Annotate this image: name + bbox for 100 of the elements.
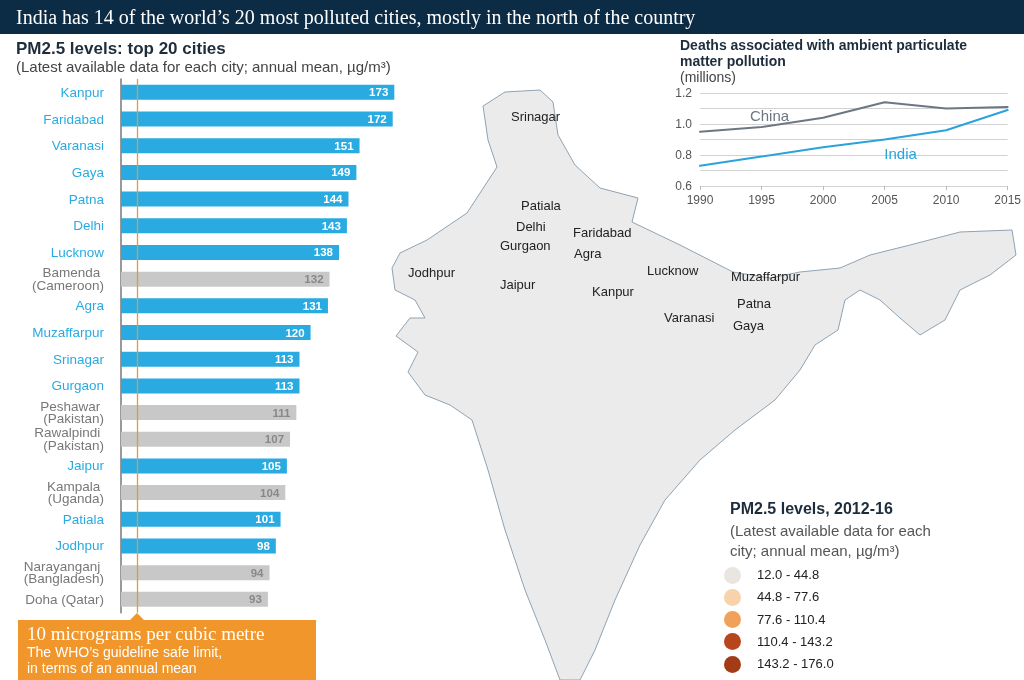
text: Gaya [733, 318, 765, 334]
text: Kanpur [592, 284, 634, 300]
text: PM2.5 levels, 2012-16 [730, 500, 893, 518]
y-tick-label: 1.0 [675, 117, 693, 131]
bar [121, 378, 300, 394]
bar [121, 271, 330, 287]
y-tick-label: Kampala (Uganda) [46, 478, 104, 507]
data-label: 144 [323, 193, 344, 206]
bar [121, 458, 287, 474]
category-label: 77.6 - 110.4 [757, 611, 826, 628]
text: Gurgaon [500, 238, 551, 254]
bar [121, 84, 395, 100]
text: Delhi [516, 219, 546, 235]
bar [121, 325, 311, 341]
data-label: 149 [331, 166, 351, 179]
chart-subtitle: (millions) [680, 69, 736, 85]
bar [121, 431, 291, 447]
category-label: 44.8 - 77.6 [757, 589, 820, 606]
category-label: 12.0 - 44.8 [757, 567, 820, 583]
data-label: 105 [261, 459, 282, 472]
y-tick-label: Narayanganj (Bangladesh) [23, 558, 104, 587]
data-label: 113 [274, 379, 294, 392]
y-tick-label: Patiala [62, 511, 105, 527]
bar [121, 351, 300, 367]
series-label: China [749, 107, 790, 125]
data-label: 173 [369, 86, 389, 99]
x-tick-label: 2005 [871, 193, 899, 207]
data-label: 113 [274, 353, 294, 366]
data-label: 94 [250, 566, 265, 579]
y-tick-label: Muzaffarpur [32, 325, 105, 341]
text: (Latest available data for each city; annual mean, µg/m³) [730, 521, 932, 561]
text: Jaipur [500, 277, 536, 293]
y-tick-label: 0.6 [675, 179, 693, 193]
category-label: 143.2 - 176.0 [757, 656, 834, 673]
bar [121, 191, 349, 207]
x-tick-label: 1990 [686, 193, 714, 207]
bar [121, 511, 281, 527]
text: Muzaffarpur [731, 269, 801, 285]
y-tick-label: Doha (Qatar) [25, 591, 104, 607]
y-tick-label: Peshawar (Pakistan) [40, 398, 104, 427]
data-label: 93 [249, 593, 262, 606]
data-label: 151 [334, 139, 355, 152]
y-tick-label: Agra [75, 298, 105, 314]
bar [121, 111, 393, 127]
text: Patna [737, 296, 771, 312]
x-tick-label: 2000 [809, 193, 837, 207]
x-tick-label: 2015 [994, 193, 1022, 207]
line-series [699, 109, 1009, 167]
x-tick-label: 1995 [748, 193, 776, 207]
text: Patiala [521, 198, 561, 214]
x-tick-label: 2010 [932, 193, 960, 207]
data-label: 107 [264, 433, 285, 446]
bar [121, 485, 286, 501]
chart-subtitle: (Latest available data for each city; annual mean, µg/m³) [16, 58, 391, 75]
chart-title: Deaths associated with ambient particulate matter pollution [680, 37, 969, 69]
text: Agra [574, 246, 602, 262]
y-tick-label: Faridabad [43, 111, 104, 127]
y-tick-label: Gurgaon [51, 378, 104, 394]
data-label: 138 [313, 246, 334, 259]
y-tick-label: Kanpur [60, 84, 105, 100]
y-tick-label: Lucknow [50, 244, 105, 260]
chart-title: PM2.5 levels: top 20 cities [16, 39, 226, 59]
text: Srinagar [511, 109, 561, 125]
y-tick-label: Varanasi [51, 138, 104, 154]
data-label: 104 [260, 486, 280, 499]
line-series [699, 101, 1009, 133]
text: India has 14 of the world’s 20 most polluted cities, mostly in the north of the country [16, 5, 696, 31]
callout-box: 10 micrograms per cubic metre The WHO’s guideline safe limit, in terms of an annual mean [18, 620, 316, 680]
bar [121, 565, 270, 581]
text: Faridabad [573, 225, 632, 241]
series-label: India [884, 144, 918, 162]
y-tick-label: 0.8 [675, 148, 693, 162]
bar [121, 591, 268, 607]
y-tick-label: 1.2 [675, 86, 693, 100]
bar [121, 138, 360, 154]
y-tick-label: Bamenda (Cameroon) [31, 265, 104, 293]
data-label: 120 [285, 326, 305, 339]
y-tick-label: Jodhpur [55, 538, 105, 554]
bar [121, 244, 340, 260]
y-tick-label: Srinagar [52, 351, 105, 367]
y-tick-label: Jaipur [67, 458, 105, 474]
text: Jodhpur [408, 265, 455, 281]
data-label: 143 [321, 219, 341, 232]
data-label: 101 [255, 513, 276, 526]
data-label: 131 [302, 299, 323, 312]
data-label: 98 [257, 539, 271, 552]
bar [121, 218, 347, 234]
ref-line-label: 10 micrograms per cubic metre [27, 623, 266, 644]
data-label: 111 [272, 406, 291, 419]
y-tick-label: Patna [68, 191, 105, 207]
bar [121, 164, 357, 180]
bar [121, 298, 328, 314]
bar [121, 538, 276, 554]
bar [121, 405, 297, 421]
data-label: 172 [367, 113, 387, 126]
y-tick-label: Delhi [73, 218, 104, 234]
data-label: 132 [304, 273, 324, 286]
y-tick-label: Gaya [71, 164, 105, 180]
category-label: 110.4 - 143.2 [757, 633, 833, 650]
y-tick-label: Rawalpindi (Pakistan) [34, 425, 104, 453]
